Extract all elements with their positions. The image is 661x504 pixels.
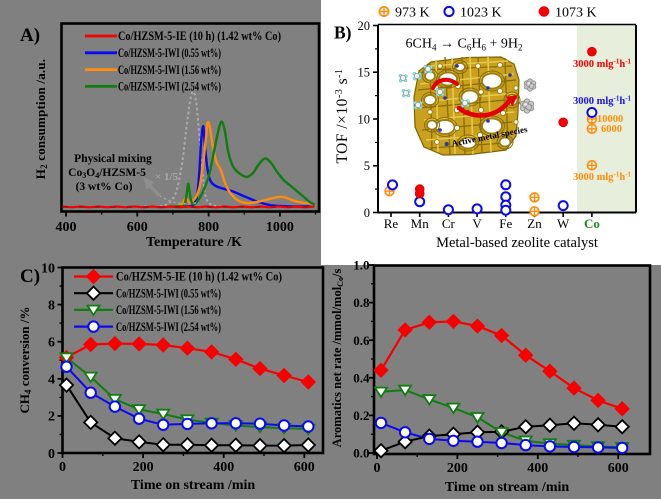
svg-text:H2 consumption /a.u.: H2 consumption /a.u. xyxy=(33,59,49,179)
svg-text:10000: 10000 xyxy=(597,114,623,125)
svg-text:600: 600 xyxy=(127,220,148,235)
svg-text:400: 400 xyxy=(527,461,548,476)
svg-text:Fe: Fe xyxy=(499,216,512,231)
svg-text:C): C) xyxy=(20,266,40,287)
svg-text:15: 15 xyxy=(358,66,371,80)
svg-text:Re: Re xyxy=(384,216,399,231)
svg-text:200: 200 xyxy=(447,461,468,476)
svg-text:Co3O4/HZSM-5: Co3O4/HZSM-5 xyxy=(68,167,146,180)
svg-text:600: 600 xyxy=(608,461,629,476)
svg-text:CH4 conversion /%: CH4 conversion /% xyxy=(17,306,33,413)
svg-text:3000 mlg-1h-1: 3000 mlg-1h-1 xyxy=(573,95,632,108)
svg-text:0.0: 0.0 xyxy=(353,446,369,461)
svg-text:10: 10 xyxy=(41,261,55,276)
svg-text:2: 2 xyxy=(48,410,55,425)
svg-text:Physical mixing: Physical mixing xyxy=(74,153,152,165)
svg-text:6CH4 → C6H6 + 9H2: 6CH4 → C6H6 + 9H2 xyxy=(406,37,523,53)
svg-text:1.0: 1.0 xyxy=(353,258,369,273)
svg-text:0: 0 xyxy=(48,447,55,462)
svg-text:6: 6 xyxy=(48,336,55,351)
svg-text:W: W xyxy=(557,216,570,231)
svg-text:Time on stream /min: Time on stream /min xyxy=(445,480,570,495)
svg-text:10: 10 xyxy=(358,112,371,126)
svg-text:Zn: Zn xyxy=(527,216,542,231)
svg-text:× 1/5: × 1/5 xyxy=(155,171,179,183)
svg-text:0.6: 0.6 xyxy=(353,333,370,348)
svg-text:0.2: 0.2 xyxy=(353,408,369,423)
svg-text:8: 8 xyxy=(48,298,55,313)
svg-text:Co/HZSM-5-IE (10 h) (1.42 wt%: Co/HZSM-5-IE (10 h) (1.42 wt% Co) xyxy=(118,29,281,43)
svg-text:TOF /×10-3 s-1: TOF /×10-3 s-1 xyxy=(334,68,351,163)
svg-text:20: 20 xyxy=(358,19,371,33)
svg-text:Co/HZSM-5-IE (10 h) (1.42 wt%: Co/HZSM-5-IE (10 h) (1.42 wt% Co) xyxy=(116,270,282,284)
svg-text:0: 0 xyxy=(364,206,370,220)
svg-text:Co/HZSM-5-IWI (2.54 wt%): Co/HZSM-5-IWI (2.54 wt%) xyxy=(118,80,221,94)
svg-text:Temperature /K: Temperature /K xyxy=(146,235,242,250)
svg-text:B): B) xyxy=(334,23,352,43)
svg-text:Cr: Cr xyxy=(442,216,456,231)
svg-text:Metal-based zeolite catalyst: Metal-based zeolite catalyst xyxy=(436,235,598,251)
svg-text:0: 0 xyxy=(59,460,66,475)
svg-text:400: 400 xyxy=(213,460,234,475)
svg-text:Co: Co xyxy=(584,216,600,231)
svg-text:Co/HZSM-5-IWI (2.54 wt%): Co/HZSM-5-IWI (2.54 wt%) xyxy=(116,320,221,334)
svg-text:600: 600 xyxy=(294,460,315,475)
svg-text:400: 400 xyxy=(56,220,77,235)
svg-text:1023 K: 1023 K xyxy=(460,6,502,21)
svg-text:200: 200 xyxy=(133,460,154,475)
svg-text:973 K: 973 K xyxy=(395,6,430,21)
svg-text:0.4: 0.4 xyxy=(353,370,370,385)
svg-text:0: 0 xyxy=(374,461,381,476)
svg-text:V: V xyxy=(472,216,482,231)
svg-text:1073 K: 1073 K xyxy=(555,6,597,21)
svg-text:Mn: Mn xyxy=(411,216,430,231)
svg-text:800: 800 xyxy=(198,220,219,235)
svg-text:3000 mlg-1h-1: 3000 mlg-1h-1 xyxy=(573,58,632,71)
svg-text:(3 wt% Co): (3 wt% Co) xyxy=(76,181,133,193)
svg-text:4: 4 xyxy=(48,373,55,388)
svg-text:0.8: 0.8 xyxy=(353,295,370,310)
svg-text:Co/HZSM-5-IWI (1.56 wt%): Co/HZSM-5-IWI (1.56 wt%) xyxy=(116,303,221,317)
svg-text:6000: 6000 xyxy=(601,124,622,135)
svg-text:Aromatics net rate /mmol/molCo: Aromatics net rate /mmol/molCo/s xyxy=(330,269,345,448)
svg-text:Co/HZSM-5-IWI (0.55 wt%): Co/HZSM-5-IWI (0.55 wt%) xyxy=(118,46,221,60)
svg-text:Co/HZSM-5-IWI (0.55 wt%): Co/HZSM-5-IWI (0.55 wt%) xyxy=(116,286,221,300)
svg-text:1000: 1000 xyxy=(266,220,294,235)
svg-text:Co/HZSM-5-IWI (1.56 wt%): Co/HZSM-5-IWI (1.56 wt%) xyxy=(118,63,221,77)
svg-text:A): A) xyxy=(20,25,40,46)
svg-text:3000 mlg-1h-1: 3000 mlg-1h-1 xyxy=(573,171,632,184)
svg-text:5: 5 xyxy=(364,159,370,173)
svg-text:Time on stream /min: Time on stream /min xyxy=(131,478,256,493)
